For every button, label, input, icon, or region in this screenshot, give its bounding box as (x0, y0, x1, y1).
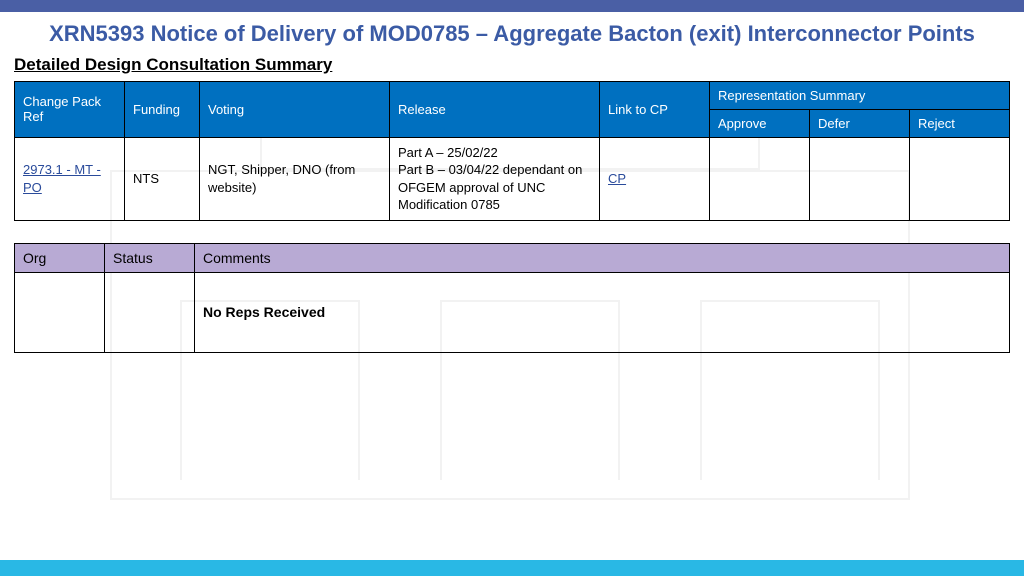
cell-comments: No Reps Received (195, 272, 1010, 352)
col-header-ref: Change Pack Ref (15, 81, 125, 137)
col-header-org: Org (15, 243, 105, 272)
consultation-summary-table: Change Pack Ref Funding Voting Release L… (14, 81, 1010, 221)
col-header-link: Link to CP (600, 81, 710, 137)
cell-funding: NTS (125, 137, 200, 220)
table-row: 2973.1 - MT - PO NTS NGT, Shipper, DNO (… (15, 137, 1010, 220)
col-header-voting: Voting (200, 81, 390, 137)
reps-table: Org Status Comments No Reps Received (14, 243, 1010, 353)
col-header-defer: Defer (810, 109, 910, 137)
cell-release: Part A – 25/02/22 Part B – 03/04/22 depe… (390, 137, 600, 220)
col-header-status: Status (105, 243, 195, 272)
section-heading: Detailed Design Consultation Summary (0, 55, 1024, 81)
col-header-reject: Reject (910, 109, 1010, 137)
cell-voting: NGT, Shipper, DNO (from website) (200, 137, 390, 220)
cell-ref: 2973.1 - MT - PO (15, 137, 125, 220)
cell-link: CP (600, 137, 710, 220)
cell-status (105, 272, 195, 352)
col-header-funding: Funding (125, 81, 200, 137)
bottom-accent-bar (0, 560, 1024, 576)
cell-org (15, 272, 105, 352)
table-row: No Reps Received (15, 272, 1010, 352)
cell-reject (910, 137, 1010, 220)
page-title: XRN5393 Notice of Delivery of MOD0785 – … (0, 12, 1024, 55)
col-header-release: Release (390, 81, 600, 137)
cell-approve (710, 137, 810, 220)
change-pack-ref-link[interactable]: 2973.1 - MT - PO (23, 162, 101, 195)
top-accent-bar (0, 0, 1024, 12)
cell-defer (810, 137, 910, 220)
cp-link[interactable]: CP (608, 171, 626, 186)
col-header-approve: Approve (710, 109, 810, 137)
content-area: Change Pack Ref Funding Voting Release L… (0, 81, 1024, 353)
col-header-rep-summary: Representation Summary (710, 81, 1010, 109)
col-header-comments: Comments (195, 243, 1010, 272)
